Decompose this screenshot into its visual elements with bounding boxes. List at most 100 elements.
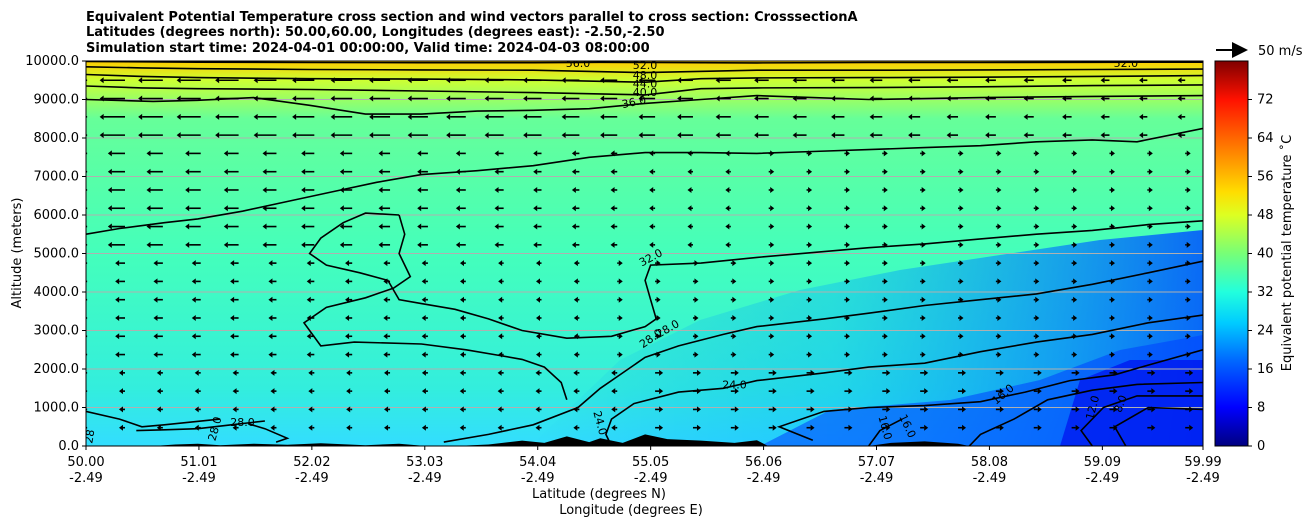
wind-vector-head — [345, 260, 350, 267]
wind-vector-head — [610, 241, 615, 248]
wind-vector-head — [384, 388, 389, 395]
wind-vector-head — [421, 333, 426, 340]
wind-vector-head — [191, 351, 196, 358]
x-tick-label-lon: -2.49 — [1086, 471, 1120, 486]
wind-vector-head — [378, 241, 383, 248]
wind-vector-head — [270, 424, 275, 431]
wind-vector-head — [498, 333, 503, 340]
wind-vector-head — [306, 296, 311, 303]
x-tick-label-lat: 53.03 — [406, 455, 443, 470]
wind-vector-head — [498, 296, 503, 303]
wind-vector-head — [869, 113, 874, 120]
wind-vector-head — [687, 205, 692, 212]
wind-vector-head — [715, 132, 720, 139]
wind-vector-head — [497, 406, 502, 413]
wind-vector-head — [883, 351, 888, 358]
wind-vector-head — [339, 150, 344, 157]
contour-line — [86, 127, 1203, 235]
wind-vector-head — [1110, 260, 1115, 267]
wind-vector-head — [959, 150, 964, 157]
wind-vector-head — [1113, 388, 1118, 395]
wind-vector-head — [194, 369, 199, 376]
wind-vector-head — [345, 333, 350, 340]
wind-vector-head — [1186, 205, 1191, 212]
wind-vector-head — [883, 223, 888, 230]
wind-vector-head — [1151, 388, 1156, 395]
wind-vector-head — [1186, 223, 1191, 230]
wind-vector-head — [498, 278, 503, 285]
wind-vector-head — [138, 77, 143, 84]
colorbar-tick-label: 48 — [1257, 208, 1274, 223]
wind-vector-head — [156, 369, 161, 376]
x-tick-label-lat: 54.04 — [519, 455, 556, 470]
wind-vector-head — [107, 186, 112, 193]
wind-vector-head — [446, 113, 451, 120]
wind-vector-head — [253, 113, 258, 120]
wind-vector-head — [497, 388, 502, 395]
x-tick-label-lat: 59.99 — [1184, 455, 1221, 470]
contour-label: 28 — [82, 428, 97, 444]
wind-vector-head — [407, 95, 412, 102]
wind-vector-head — [696, 369, 701, 376]
wind-vector-head — [194, 388, 199, 395]
wind-vector-head — [1062, 132, 1067, 139]
wind-vector-head — [831, 77, 836, 84]
wind-vector-head — [677, 113, 682, 120]
wind-vector-head — [638, 95, 643, 102]
wind-vector-head — [808, 333, 813, 340]
wind-vector-head — [600, 132, 605, 139]
y-tick-label: 4000.0 — [34, 285, 80, 300]
wind-vector-head — [185, 223, 190, 230]
wind-vector-head — [1177, 95, 1182, 102]
wind-vector-head — [345, 351, 350, 358]
wind-vector-head — [498, 260, 503, 267]
wind-vector-head — [138, 132, 143, 139]
wind-vector-head — [808, 168, 813, 175]
wind-vector-head — [638, 113, 643, 120]
contour-line — [86, 73, 1203, 84]
colorbar-label: Equivalent potential temperature ˚C — [1279, 135, 1295, 371]
wind-vector-head — [770, 223, 775, 230]
wind-vector-head — [1110, 296, 1115, 303]
wind-vector-head — [571, 186, 576, 193]
wind-vector-head — [770, 205, 775, 212]
wind-vector-head — [848, 424, 853, 431]
wind-vector-head — [1100, 113, 1105, 120]
wind-vector-head — [869, 132, 874, 139]
wind-vector-head — [1073, 296, 1078, 303]
wind-vector-head — [301, 168, 306, 175]
wind-vector-head — [115, 314, 120, 321]
wind-vector-head — [677, 95, 682, 102]
wind-vector-head — [223, 150, 228, 157]
wind-vector-head — [153, 333, 158, 340]
wind-vector-head — [571, 241, 576, 248]
y-axis-label: Altitude (meters) — [10, 198, 25, 309]
wind-vector-head — [383, 314, 388, 321]
wind-vector-head — [1148, 351, 1153, 358]
wind-vector-head — [659, 424, 664, 431]
wind-vector-head — [383, 260, 388, 267]
wind-vector-head — [1177, 113, 1182, 120]
wind-vector-head — [535, 369, 540, 376]
wind-vector-head — [1177, 77, 1182, 84]
wind-vector-head — [533, 150, 538, 157]
wind-vector-head — [1075, 424, 1080, 431]
contour-label: 52.0 — [1114, 57, 1139, 70]
wind-vector-head — [734, 388, 739, 395]
wind-vector-head — [69, 224, 73, 230]
y-tick-label: 9000.0 — [34, 93, 80, 108]
wind-vector-head — [924, 369, 929, 376]
wind-vector-head — [725, 205, 730, 212]
wind-vector-head — [523, 132, 528, 139]
wind-vector-head — [232, 406, 237, 413]
wind-vector-head — [561, 132, 566, 139]
wind-vector-head — [770, 241, 775, 248]
wind-vector-head — [610, 186, 615, 193]
wind-vector-head — [883, 314, 888, 321]
colorbar-tick-label: 16 — [1257, 362, 1274, 377]
wind-vector-head — [330, 132, 335, 139]
wind-vector-head — [378, 205, 383, 212]
wind-vector-head — [610, 168, 615, 175]
wind-vector-head — [808, 314, 813, 321]
wind-vector-head — [883, 278, 888, 285]
